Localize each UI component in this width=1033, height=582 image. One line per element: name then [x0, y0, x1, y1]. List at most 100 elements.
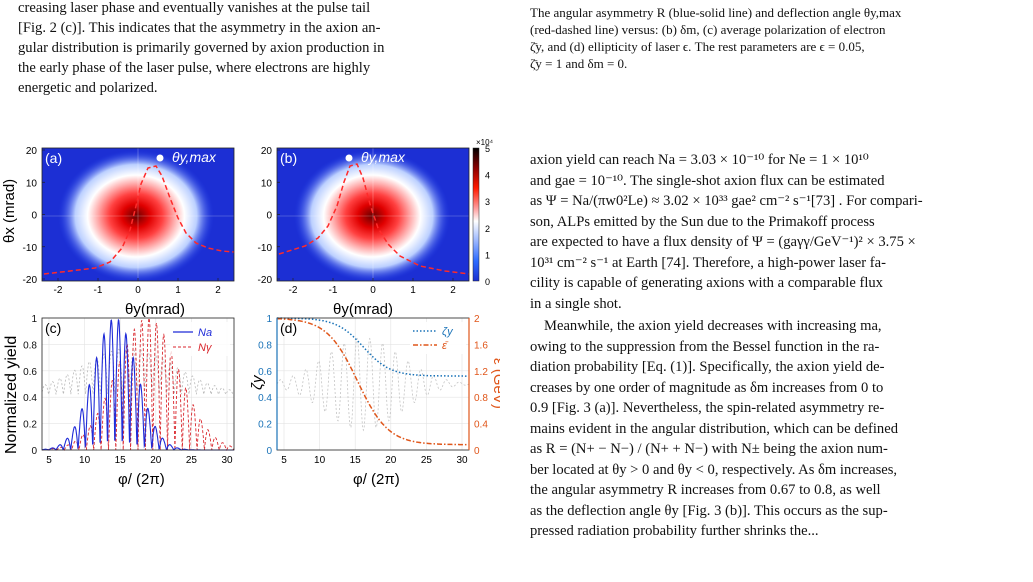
text-line: mains evident in the angular distributio…	[530, 420, 898, 437]
tick-label: 3	[485, 197, 490, 207]
text-line: 10³¹ cm⁻² s⁻¹ at Earth [74]. Therefore, …	[530, 254, 886, 271]
figure-2: θy,max (a) 20 10 0 -10 -20 -2 -1 0 1 2 θx (mrad)…	[0, 138, 507, 577]
tick-label: -10	[23, 243, 38, 254]
tick-label: 0	[135, 285, 141, 296]
tick-label: 1	[31, 314, 37, 325]
text-line: creases by one order of magnitude as δm …	[530, 379, 884, 396]
heatmap-blob	[294, 150, 450, 282]
tick-label: -2	[54, 285, 63, 296]
energy-curve	[277, 317, 469, 446]
colorbar-exponent: ×10⁴	[476, 138, 494, 147]
tick-label: 20	[385, 455, 397, 466]
legend: ζy ε̄	[410, 322, 466, 354]
text-line: in a single shot.	[530, 295, 622, 312]
text-line: are expected to have a flux density of Ψ…	[530, 234, 916, 250]
tick-label: 2	[474, 314, 480, 325]
tick-label: 0.8	[474, 393, 488, 404]
tick-label: 0.4	[23, 393, 37, 404]
tick-label: 0	[31, 211, 37, 222]
heatmap-blob	[58, 150, 214, 282]
tick-label: 0	[485, 277, 490, 287]
y-axis-label-left: ζy	[249, 374, 266, 390]
tick-label: 0	[266, 211, 272, 222]
panel-label: (a)	[45, 150, 62, 166]
panel-label: (d)	[280, 320, 297, 336]
caption-line: ζ̄y, and (d) ellipticity of laser ϵ. The…	[530, 39, 865, 54]
tick-label: 20	[150, 455, 162, 466]
svg-text:Nγ: Nγ	[198, 342, 213, 354]
tick-label: 0.8	[23, 340, 37, 351]
tick-label: 10	[261, 178, 273, 189]
y-axis-label: θx (mrad)	[1, 179, 18, 243]
tick-label: 0	[370, 285, 376, 296]
tick-label: 1.6	[474, 340, 488, 351]
tick-label: -2	[289, 285, 298, 296]
x-axis-label: θy(mrad)	[125, 301, 185, 318]
text-line: gular distribution is primarily governed…	[18, 40, 385, 56]
tick-label: 0.6	[258, 367, 272, 378]
tick-label: 1	[266, 314, 272, 325]
tick-label: 0	[474, 446, 480, 457]
text-line: cility is capable of generating axions w…	[530, 275, 883, 291]
text-line: owing to the suppression from the Bessel…	[530, 338, 880, 355]
tick-label: 1.2	[474, 367, 488, 378]
caption-line: ζ̄y = 1 and δm = 0.	[530, 56, 628, 71]
caption-line: (red-dashed line) versus: (b) δm, (c) av…	[530, 22, 886, 37]
svg-text:ζy: ζy	[442, 326, 454, 338]
tick-label: 20	[261, 146, 273, 157]
tick-label: 2	[450, 285, 456, 296]
text-line: [Fig. 2 (c)]. This indicates that the as…	[18, 20, 381, 36]
paragraph-1: axion yield can reach Na = 3.03 × 10⁻¹⁰ …	[530, 150, 1022, 314]
text-line: energetic and polarized.	[18, 80, 158, 96]
tick-label: 5	[281, 455, 287, 466]
gray-dotted-curve	[276, 337, 470, 432]
text-line: 0.9 [Fig. 3 (a)]. Nevertheless, the spin…	[530, 400, 885, 416]
tick-label: 25	[186, 455, 198, 466]
text-line: as Ψ = Na/(πw0²Le) ≈ 3.02 × 10³³ gae² cm…	[530, 193, 923, 209]
tick-label: 0.4	[258, 393, 272, 404]
tick-label: -10	[258, 243, 273, 254]
x-axis-label: θy(mrad)	[333, 301, 393, 318]
tick-label: 20	[26, 146, 38, 157]
text-line: the early phase of the laser pulse, wher…	[18, 60, 371, 76]
colorbar	[472, 147, 480, 282]
tick-label: 5	[485, 144, 490, 154]
panel-d: (d) ζy ε̄ 10.80.60.40.20 21.61.20.80.40 …	[249, 314, 507, 488]
tick-label: 1	[175, 285, 181, 296]
max-marker-dot	[345, 154, 353, 162]
tick-label: 0.6	[23, 367, 37, 378]
tick-label: 0.4	[474, 420, 488, 431]
tick-label: 30	[221, 455, 233, 466]
text-line: axion yield can reach Na = 3.03 × 10⁻¹⁰ …	[530, 152, 869, 168]
tick-label: 4	[485, 171, 490, 181]
panel-label: (c)	[45, 320, 61, 336]
tick-label: 0.2	[23, 420, 37, 431]
text-line: the angular asymmetry R increases from 0…	[530, 482, 881, 498]
figure-caption: The angular asymmetry R (blue-solid line…	[530, 4, 1022, 72]
tick-label: 25	[421, 455, 433, 466]
marker-label: θy,max	[172, 149, 217, 165]
tick-label: 10	[314, 455, 326, 466]
x-axis-label: φ/ (2π)	[118, 471, 165, 488]
max-marker-dot	[156, 154, 164, 162]
tick-label: -20	[258, 275, 273, 286]
tick-label: 1	[485, 250, 490, 260]
text-line: creasing laser phase and eventually vani…	[18, 0, 371, 16]
svg-text:Na: Na	[198, 327, 212, 339]
text-line: as R = (N+ − N−) / (N+ + N−) with N± bei…	[530, 441, 888, 457]
svg-text:ε̄: ε̄	[442, 340, 449, 352]
tick-label: 10	[26, 178, 38, 189]
panel-c: (c) Na Nγ 1 0.8 0.6 0.4 0.2 0 5 10 15 20 25 30 Nor…	[3, 314, 235, 488]
legend: Na Nγ	[170, 322, 230, 356]
text-line: ber located at θy > 0 and θy < 0, respec…	[530, 461, 898, 478]
tick-label: 2	[215, 285, 221, 296]
caption-line: The angular asymmetry R (blue-solid line…	[530, 5, 902, 20]
tick-label: 0.2	[258, 420, 272, 431]
tick-label: 15	[115, 455, 127, 466]
marker-label: θy,max	[361, 149, 406, 165]
text-line: diation probability [Eq. (1)]. Specifica…	[530, 359, 885, 375]
tick-label: 0	[31, 446, 37, 457]
tick-label: -1	[329, 285, 338, 296]
